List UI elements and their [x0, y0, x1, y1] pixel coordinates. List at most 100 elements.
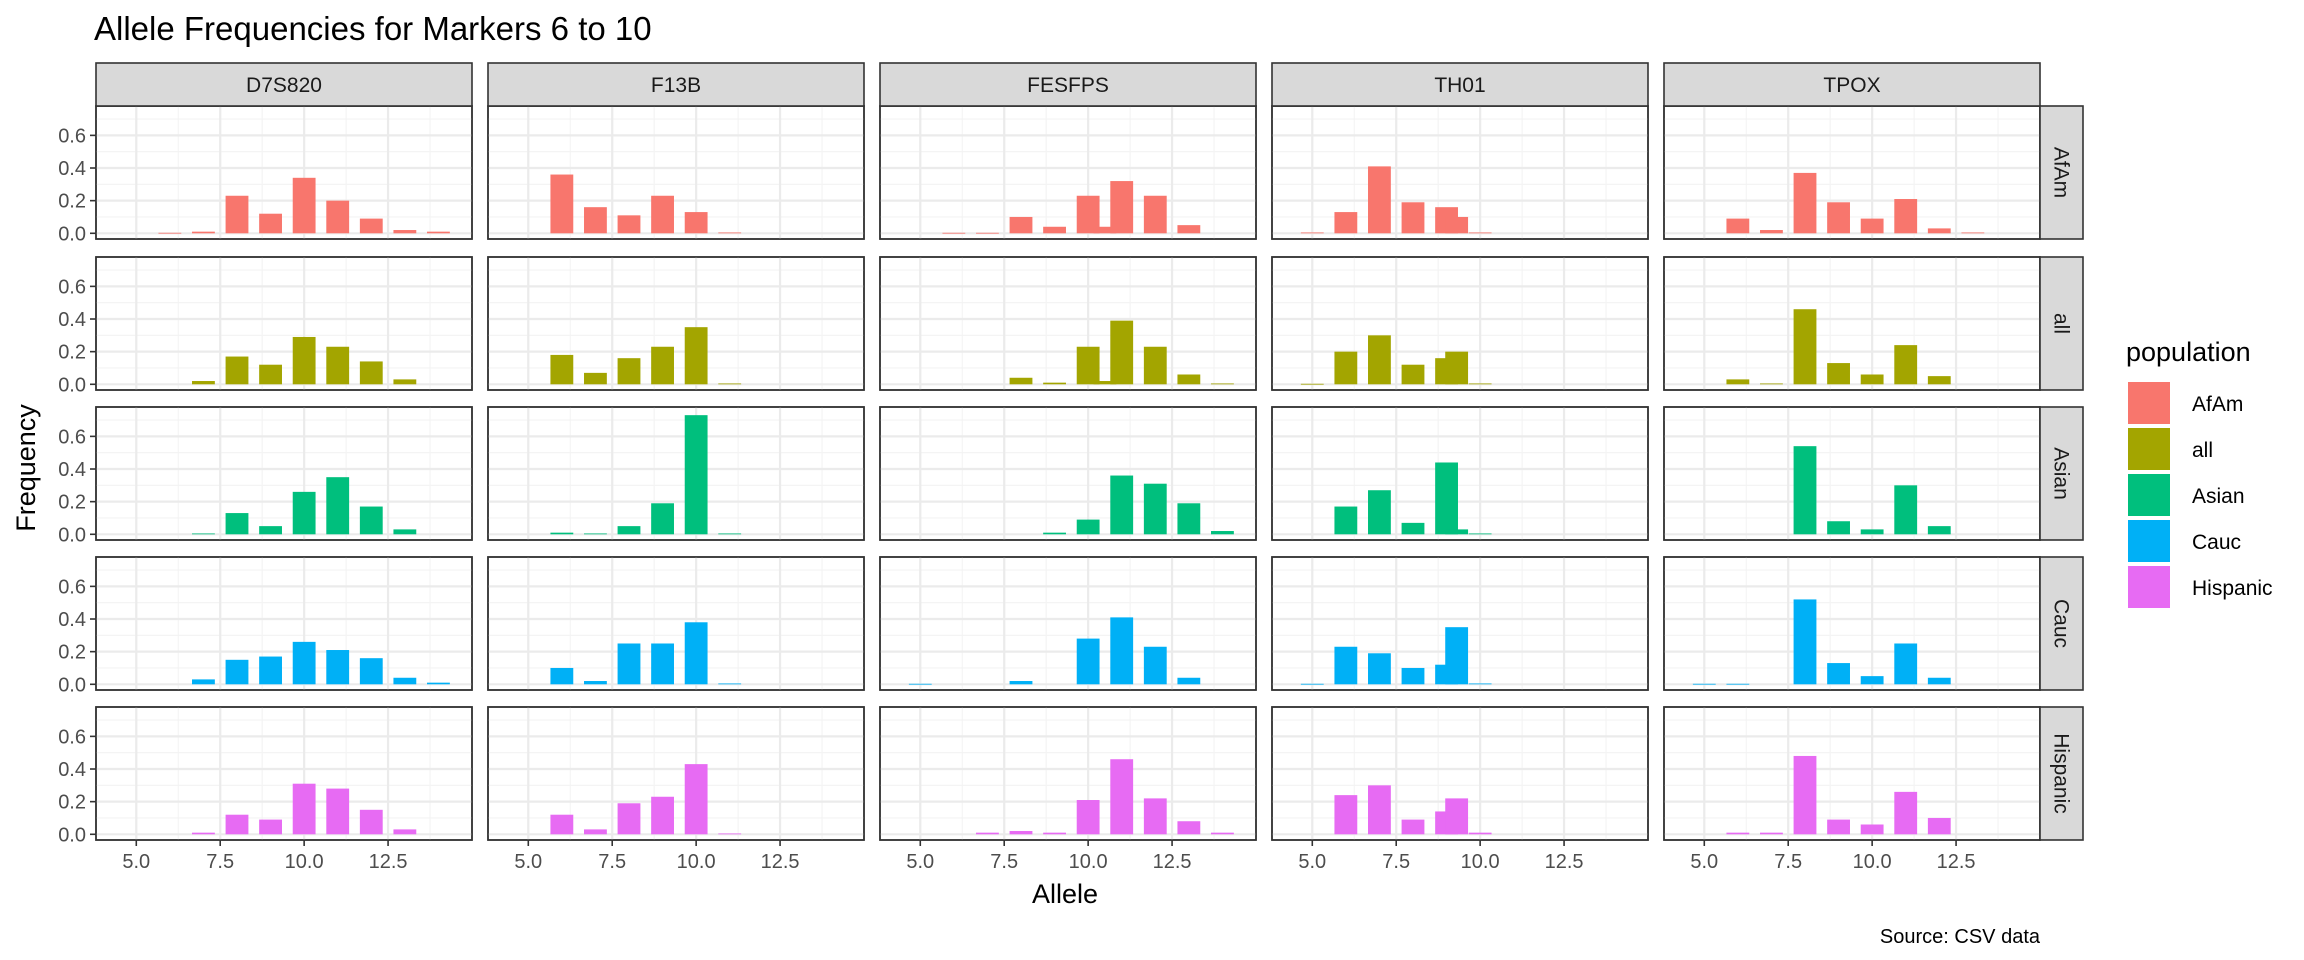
- bar-fesfps-afam-6: [942, 232, 966, 234]
- bar-fesfps-afam-10-5: [1093, 226, 1117, 234]
- bar-fesfps-afam-8: [1009, 216, 1033, 234]
- bar-d7s820-afam-6: [158, 232, 182, 234]
- bar-f13b-cauc-8: [617, 643, 641, 685]
- panel-background: [1663, 256, 2041, 391]
- bar-th01-asian-6: [1334, 506, 1358, 535]
- y-tick-label: 0.4: [58, 759, 86, 781]
- panel-border: [95, 256, 473, 391]
- bar-tpox-all-6: [1726, 379, 1750, 385]
- bar-f13b-all-10: [684, 327, 708, 385]
- x-tick-label: 10.0: [1853, 851, 1892, 873]
- bar-th01-hispanic-6: [1334, 795, 1358, 835]
- bar-d7s820-cauc-8: [225, 659, 249, 685]
- strip-fesfps: FESFPS: [879, 62, 1257, 107]
- strip-background: [1271, 62, 1649, 107]
- bar-tpox-afam-7: [1760, 230, 1783, 234]
- panel-d7s820-hispanic: [95, 706, 473, 841]
- bar-th01-all-5: [1300, 383, 1324, 385]
- bar-fesfps-asian-11: [1110, 475, 1134, 535]
- bar-d7s820-asian-9: [259, 526, 282, 535]
- bar-tpox-all-8: [1793, 309, 1817, 385]
- bar-d7s820-all-9: [259, 364, 282, 385]
- bar-th01-afam-8: [1401, 202, 1425, 234]
- panel-border: [95, 706, 473, 841]
- bar-tpox-hispanic-11: [1894, 791, 1918, 835]
- panel-background: [1271, 406, 1649, 541]
- y-tick-label: 0.0: [58, 674, 86, 696]
- bar-f13b-all-11: [718, 383, 742, 385]
- bar-f13b-asian-9: [651, 503, 674, 535]
- bar-tpox-all-7: [1760, 383, 1783, 385]
- strip-label: all: [2050, 313, 2073, 334]
- panel-fesfps-afam: [879, 105, 1257, 240]
- bar-tpox-all-11: [1894, 345, 1918, 385]
- bar-f13b-asian-11: [718, 533, 742, 535]
- panel-background: [879, 556, 1257, 691]
- bar-tpox-cauc-12: [1927, 677, 1951, 685]
- bar-tpox-hispanic-12: [1927, 817, 1951, 835]
- bar-d7s820-hispanic-12: [359, 809, 383, 835]
- x-tick-label: 7.5: [990, 851, 1018, 873]
- bar-f13b-cauc-9: [651, 643, 674, 685]
- bar-th01-all-8: [1401, 364, 1425, 385]
- legend-label: Hispanic: [2192, 577, 2273, 600]
- bar-th01-cauc-7: [1368, 653, 1391, 685]
- strip-cauc: Cauc: [2039, 556, 2084, 691]
- x-axis-title: Allele: [1032, 879, 1098, 909]
- bar-fesfps-all-9: [1043, 382, 1066, 385]
- y-tick-label: 0.2: [58, 191, 86, 213]
- legend-swatch: [2128, 566, 2170, 608]
- bar-d7s820-afam-12: [359, 218, 383, 234]
- bar-th01-all-6: [1334, 351, 1358, 385]
- x-tick-label: 12.5: [1545, 851, 1584, 873]
- strip-label: Hispanic: [2050, 733, 2073, 814]
- bar-f13b-all-7: [584, 372, 607, 385]
- bar-fesfps-all-12: [1143, 346, 1167, 385]
- panel-border: [487, 406, 865, 541]
- bar-tpox-cauc-8: [1793, 599, 1817, 685]
- legend-entry-afam: AfAm: [2128, 382, 2243, 424]
- bar-th01-all-7: [1368, 335, 1391, 385]
- y-tick-label: 0.4: [58, 309, 86, 331]
- bar-fesfps-afam-11: [1110, 181, 1134, 234]
- bar-fesfps-hispanic-13: [1177, 821, 1201, 835]
- bar-th01-hispanic-9-3: [1445, 798, 1469, 835]
- bar-f13b-hispanic-7: [584, 829, 607, 835]
- bar-tpox-asian-8: [1793, 446, 1817, 535]
- bar-d7s820-cauc-13: [393, 677, 417, 685]
- bar-d7s820-afam-13: [393, 230, 417, 234]
- panel-tpox-hispanic: [1663, 706, 2041, 841]
- bar-tpox-hispanic-9: [1827, 819, 1850, 835]
- bar-d7s820-afam-11: [326, 200, 350, 234]
- bar-fesfps-all-13: [1177, 374, 1201, 385]
- strip-f13b: F13B: [487, 62, 865, 107]
- strip-label: AfAm: [2050, 147, 2073, 198]
- strip-label: Cauc: [2050, 599, 2073, 648]
- chart-caption: Source: CSV data: [1880, 926, 2041, 948]
- bar-th01-asian-9-3: [1445, 529, 1469, 535]
- legend-entry-hispanic: Hispanic: [2128, 566, 2273, 608]
- strip-afam: AfAm: [2039, 105, 2084, 240]
- bar-tpox-all-12: [1927, 376, 1951, 385]
- bar-tpox-hispanic-7: [1760, 832, 1783, 835]
- bar-tpox-afam-6: [1726, 218, 1750, 234]
- bar-d7s820-hispanic-8: [225, 814, 249, 835]
- panel-border: [1271, 256, 1649, 391]
- bar-th01-afam-5: [1300, 232, 1324, 234]
- y-tick-label: 0.6: [58, 576, 86, 598]
- bar-fesfps-all-10: [1076, 346, 1100, 385]
- panel-border: [1271, 706, 1649, 841]
- x-tick-label: 12.5: [761, 851, 800, 873]
- bar-fesfps-cauc-13: [1177, 677, 1201, 685]
- bar-f13b-asian-8: [617, 526, 641, 535]
- bar-fesfps-afam-7: [976, 232, 999, 234]
- legend-swatch: [2128, 474, 2170, 516]
- panel-d7s820-cauc: [95, 556, 473, 691]
- bar-fesfps-asian-12: [1143, 483, 1167, 535]
- bar-th01-asian-10: [1468, 533, 1492, 535]
- panel-border: [879, 556, 1257, 691]
- panel-background: [1663, 556, 2041, 691]
- panel-background: [1663, 105, 2041, 240]
- bar-d7s820-all-7: [192, 381, 215, 385]
- strip-d7s820: D7S820: [95, 62, 473, 107]
